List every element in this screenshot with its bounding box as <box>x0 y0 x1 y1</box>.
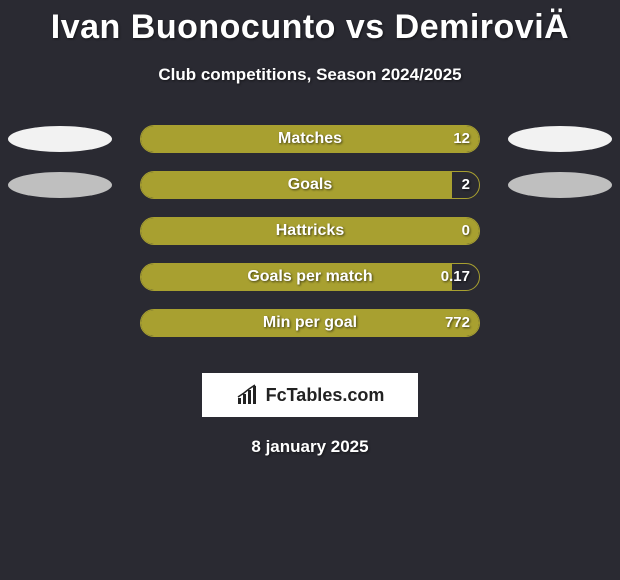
logo-text: FcTables.com <box>266 385 385 406</box>
stat-row: Hattricks0 <box>0 217 620 263</box>
bar-track <box>140 217 480 245</box>
bar-chart-icon <box>236 384 262 406</box>
stat-row: Matches12 <box>0 125 620 171</box>
bar-fill <box>141 264 452 290</box>
stat-bars: Matches12Goals2Hattricks0Goals per match… <box>0 125 620 355</box>
bar-track <box>140 263 480 291</box>
page-title: Ivan Buonocunto vs DemiroviÄ <box>0 0 620 47</box>
subtitle: Club competitions, Season 2024/2025 <box>0 65 620 85</box>
bar-track <box>140 309 480 337</box>
bar-fill <box>141 172 452 198</box>
player-left-marker <box>8 172 112 198</box>
stat-row: Goals2 <box>0 171 620 217</box>
player-right-marker <box>508 172 612 198</box>
comparison-infographic: Ivan Buonocunto vs DemiroviÄ Club compet… <box>0 0 620 580</box>
bar-fill <box>141 218 479 244</box>
bar-fill <box>141 126 479 152</box>
stat-row: Goals per match0.17 <box>0 263 620 309</box>
stat-row: Min per goal772 <box>0 309 620 355</box>
player-left-marker <box>8 126 112 152</box>
logo-box: FcTables.com <box>202 373 418 417</box>
bar-track <box>140 125 480 153</box>
bar-fill <box>141 310 479 336</box>
date-label: 8 january 2025 <box>0 437 620 457</box>
bar-track <box>140 171 480 199</box>
player-right-marker <box>508 126 612 152</box>
